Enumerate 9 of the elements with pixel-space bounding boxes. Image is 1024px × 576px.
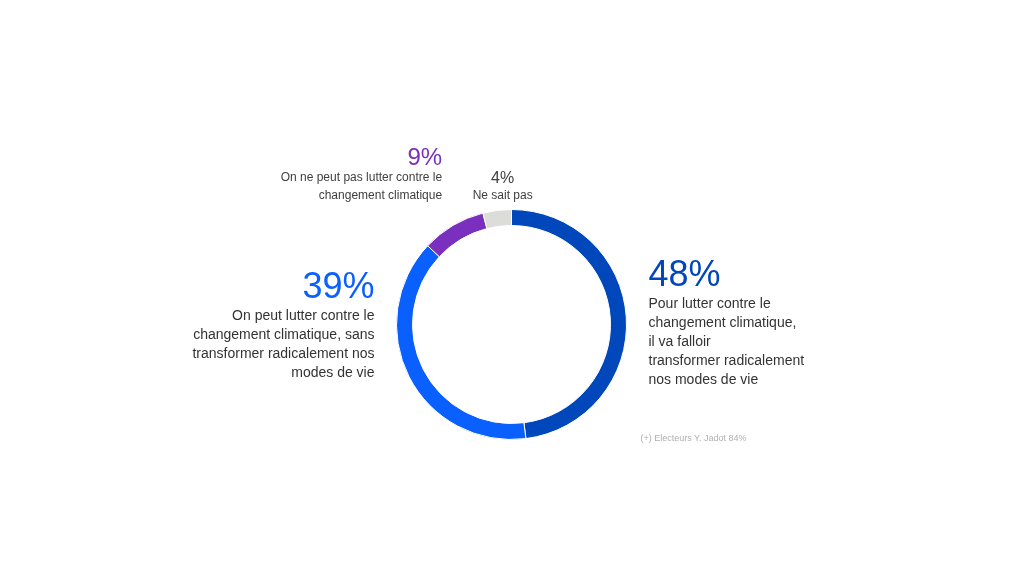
- slice-label: On peut lutter contre le changement climatique, sans transformer radicalement nos modes de vie: [192, 306, 375, 381]
- slice-label: On ne peut pas lutter contre le changement climatique: [280, 170, 443, 202]
- slice-label: Pour lutter contre le changement climatique, il va falloir transformer radicalement nos modes de vie: [648, 294, 805, 388]
- data-label: 48%: [648, 252, 721, 294]
- data-label: 39%: [302, 264, 375, 306]
- data-label: 9%: [407, 142, 443, 170]
- data-label: 4%: [491, 168, 515, 186]
- text: (+) Electeurs Y. Jadot 84%: [640, 432, 747, 443]
- slice-label: Ne sait pas: [472, 187, 533, 202]
